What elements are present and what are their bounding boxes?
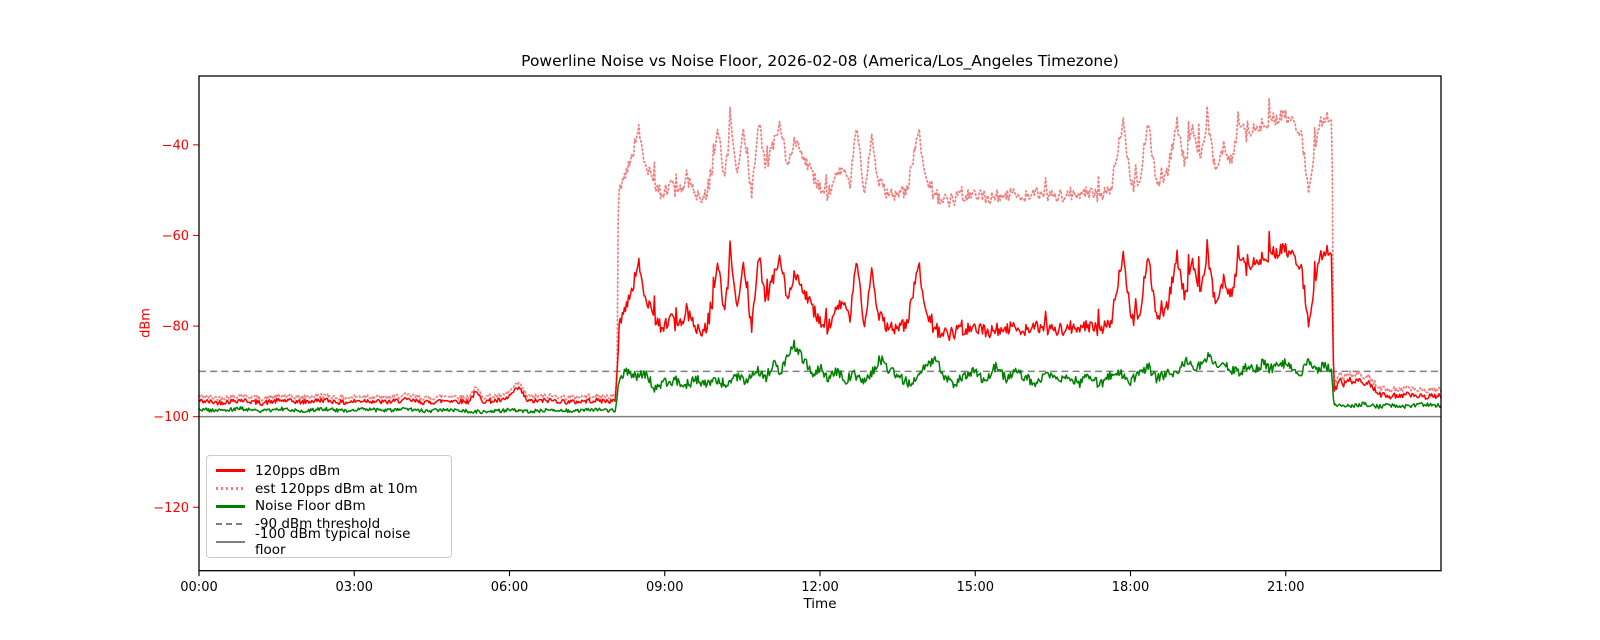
x-tick-label: 18:00 bbox=[1112, 580, 1149, 595]
series-line-2 bbox=[198, 339, 1442, 415]
legend-solid-red-line-sample bbox=[216, 469, 245, 473]
x-axis-label: Time bbox=[803, 596, 837, 612]
y-tick-label: −100 bbox=[153, 410, 189, 425]
legend-item: est 120pps dBm at 10m bbox=[216, 480, 442, 498]
legend-dashed-gray-line-sample bbox=[216, 522, 245, 526]
y-tick-label: −40 bbox=[162, 138, 189, 153]
y-axis-label: dBm bbox=[138, 308, 154, 338]
legend: 120pps dBm est 120pps dBm at 10m Noise F… bbox=[206, 455, 452, 558]
x-tick-label: 03:00 bbox=[336, 580, 373, 595]
x-tick-label: 09:00 bbox=[646, 580, 683, 595]
x-tick-label: 15:00 bbox=[957, 580, 994, 595]
legend-item: -100 dBm typical noise floor bbox=[216, 526, 442, 558]
x-tick-label: 12:00 bbox=[801, 580, 838, 595]
legend-label: est 120pps dBm at 10m bbox=[255, 480, 418, 497]
series-line-0 bbox=[198, 230, 1442, 407]
legend-item: -90 dBm threshold bbox=[216, 515, 442, 533]
legend-label: Noise Floor dBm bbox=[255, 498, 366, 515]
plot-border bbox=[198, 75, 1442, 572]
legend-label: -90 dBm threshold bbox=[255, 516, 381, 533]
x-tick-label: 06:00 bbox=[491, 580, 528, 595]
legend-label: 120pps dBm bbox=[255, 462, 341, 479]
y-tick-label: −120 bbox=[153, 501, 189, 516]
legend-item: 120pps dBm bbox=[216, 462, 442, 480]
legend-solid-green-line-sample bbox=[216, 504, 245, 508]
y-tick-label: −60 bbox=[162, 229, 189, 244]
legend-label: -100 dBm typical noise floor bbox=[255, 526, 411, 558]
legend-item: Noise Floor dBm bbox=[216, 498, 442, 516]
y-tick-label: −80 bbox=[162, 320, 189, 335]
legend-solid-gray-line-sample bbox=[216, 540, 245, 544]
x-tick-label: 21:00 bbox=[1267, 580, 1304, 595]
x-tick-label: 00:00 bbox=[180, 580, 217, 595]
chart-title: Powerline Noise vs Noise Floor, 2026-02-… bbox=[521, 52, 1119, 70]
series-line-1 bbox=[198, 97, 1442, 402]
legend-dotted-red-line-sample bbox=[216, 487, 245, 490]
